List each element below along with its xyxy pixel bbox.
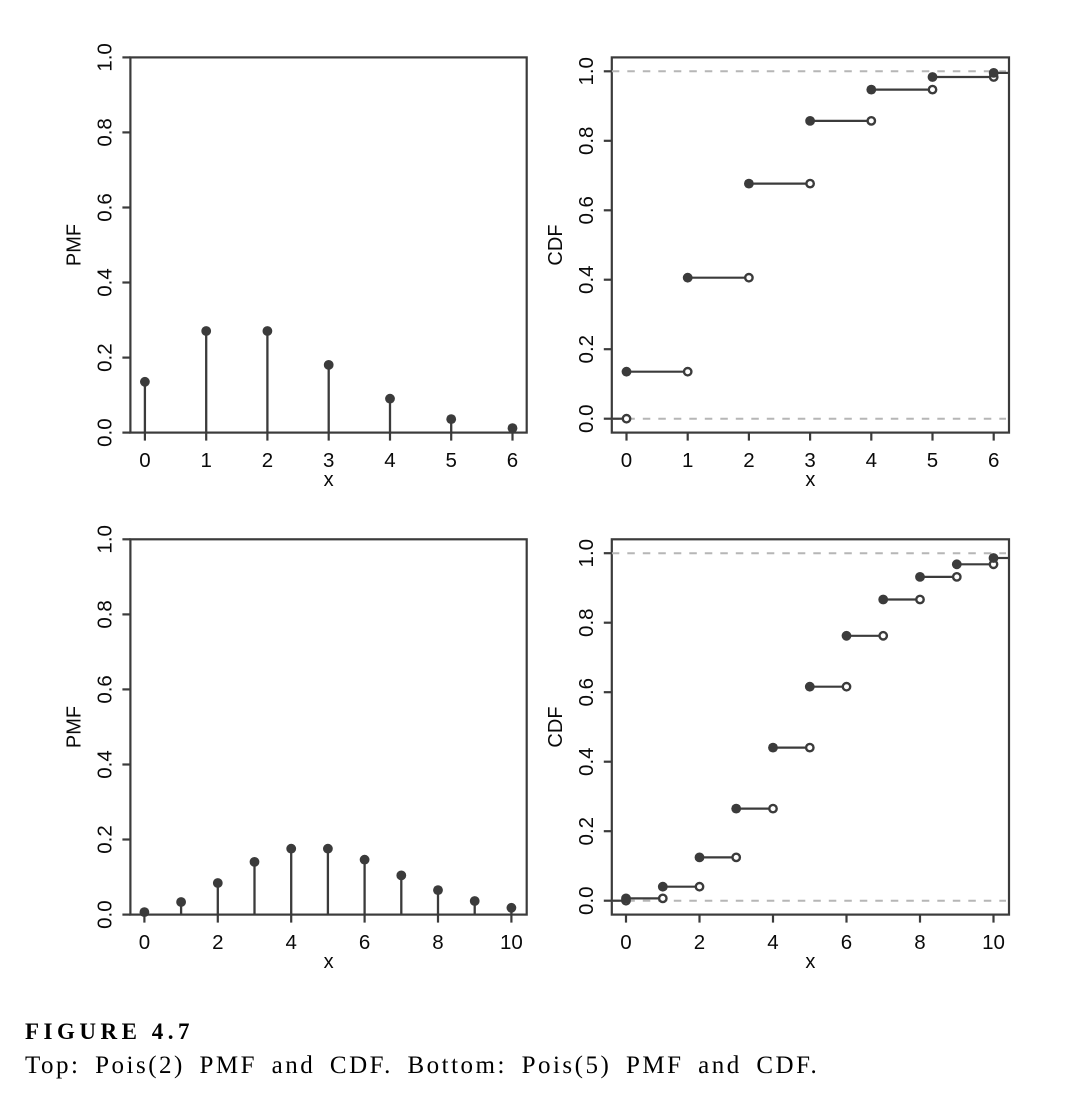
svg-text:0.8: 0.8 <box>575 127 598 156</box>
svg-text:CDF: CDF <box>545 706 567 747</box>
svg-text:3: 3 <box>323 449 334 472</box>
svg-text:1.0: 1.0 <box>575 57 598 86</box>
svg-text:0.6: 0.6 <box>575 196 598 225</box>
svg-text:6: 6 <box>507 449 518 472</box>
svg-text:8: 8 <box>432 931 443 954</box>
svg-text:4: 4 <box>866 449 877 472</box>
svg-text:0: 0 <box>139 931 150 954</box>
svg-text:0.0: 0.0 <box>94 418 117 447</box>
svg-text:0.2: 0.2 <box>575 335 598 364</box>
svg-text:x: x <box>805 951 815 973</box>
svg-text:0.4: 0.4 <box>575 265 598 294</box>
svg-text:0: 0 <box>139 449 150 472</box>
svg-text:5: 5 <box>927 449 938 472</box>
svg-text:6: 6 <box>359 931 370 954</box>
svg-text:CDF: CDF <box>545 224 567 265</box>
svg-text:0.0: 0.0 <box>94 900 117 929</box>
svg-text:4: 4 <box>285 931 296 954</box>
svg-text:1.0: 1.0 <box>94 43 117 72</box>
svg-text:1: 1 <box>682 449 693 472</box>
svg-text:x: x <box>324 951 334 973</box>
svg-text:6: 6 <box>841 931 852 954</box>
svg-text:4: 4 <box>384 449 395 472</box>
svg-text:10: 10 <box>982 931 1005 954</box>
svg-text:2: 2 <box>694 931 705 954</box>
svg-text:0.0: 0.0 <box>575 886 598 915</box>
svg-text:PMF: PMF <box>64 706 86 748</box>
svg-text:4: 4 <box>767 931 778 954</box>
svg-text:0.8: 0.8 <box>94 118 117 147</box>
svg-text:0.8: 0.8 <box>94 600 117 629</box>
svg-text:0.4: 0.4 <box>94 750 117 779</box>
svg-text:2: 2 <box>212 931 223 954</box>
svg-text:1.0: 1.0 <box>94 525 117 554</box>
svg-text:0: 0 <box>620 931 631 954</box>
svg-text:x: x <box>805 469 815 491</box>
svg-text:0.4: 0.4 <box>575 747 598 776</box>
svg-text:0: 0 <box>621 449 632 472</box>
svg-text:6: 6 <box>988 449 999 472</box>
svg-text:0.6: 0.6 <box>575 678 598 707</box>
svg-text:x: x <box>324 469 334 491</box>
svg-text:0.8: 0.8 <box>575 608 598 637</box>
svg-text:PMF: PMF <box>64 224 86 266</box>
svg-text:8: 8 <box>914 931 925 954</box>
svg-text:0.2: 0.2 <box>94 343 117 372</box>
svg-text:2: 2 <box>743 449 754 472</box>
svg-text:0.6: 0.6 <box>94 193 117 222</box>
svg-text:5: 5 <box>445 449 456 472</box>
svg-text:0.2: 0.2 <box>94 825 117 854</box>
svg-text:10: 10 <box>500 931 523 954</box>
svg-text:1: 1 <box>200 449 211 472</box>
svg-text:1.0: 1.0 <box>575 539 598 568</box>
svg-text:3: 3 <box>804 449 815 472</box>
svg-text:0.4: 0.4 <box>94 268 117 297</box>
svg-text:0.0: 0.0 <box>575 404 598 433</box>
svg-text:0.6: 0.6 <box>94 675 117 704</box>
svg-text:0.2: 0.2 <box>575 817 598 846</box>
svg-text:2: 2 <box>262 449 273 472</box>
